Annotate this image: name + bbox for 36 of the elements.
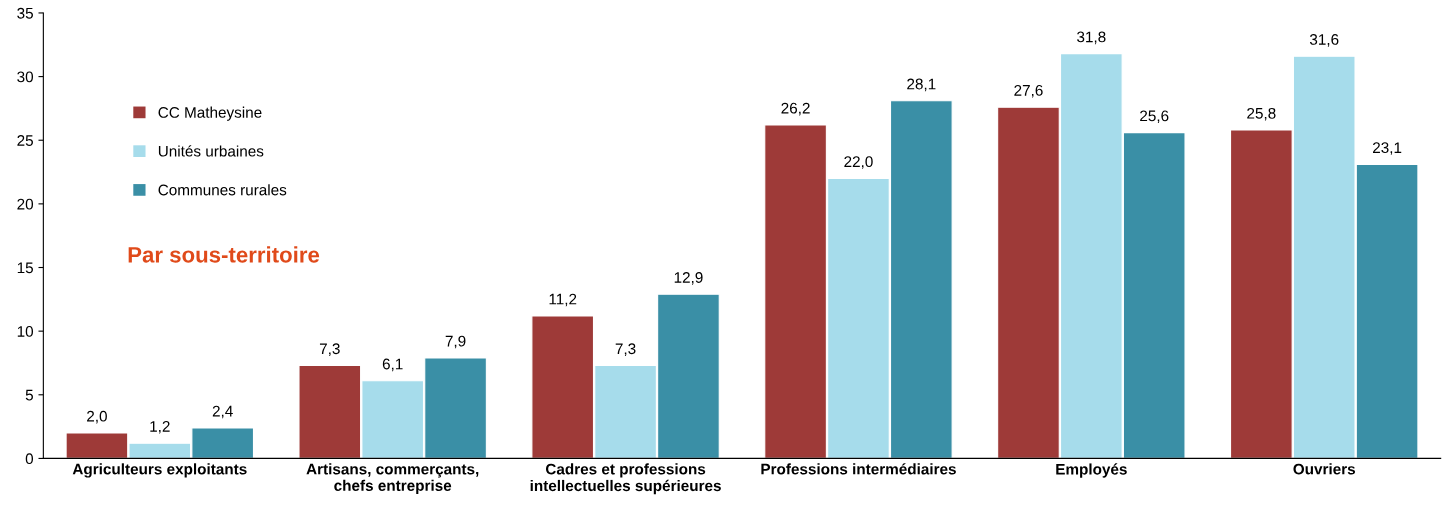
data-label: 23,1: [1373, 142, 1402, 155]
data-label: 7,3: [319, 343, 340, 356]
legend-label: Unités urbaines: [158, 145, 264, 157]
data-label: 26,2: [781, 102, 810, 116]
y-tick-label: 20: [17, 198, 34, 210]
data-label: 1,2: [150, 420, 170, 434]
data-label: 11,2: [549, 293, 577, 307]
data-label: 25,6: [1140, 110, 1169, 124]
data-label: 22,0: [844, 156, 873, 169]
y-tick-label: 25: [17, 135, 33, 146]
data-label: 31,8: [1077, 31, 1106, 45]
x-tick-label: Employés: [1056, 463, 1127, 478]
legend-label: CC Matheysine: [158, 106, 262, 121]
y-tick-label: 15: [17, 262, 33, 274]
data-label: 27,6: [1014, 84, 1043, 98]
data-label: 28,1: [907, 78, 936, 92]
data-label: 6,1: [382, 358, 403, 372]
x-tick-label: Agriculteurs exploitants: [72, 463, 247, 478]
annotation: Par sous-territoire: [128, 246, 320, 263]
data-label: 25,8: [1247, 107, 1276, 121]
y-tick-label: 35: [17, 7, 33, 19]
data-label: 7,3: [615, 343, 636, 356]
y-tick-label: 10: [17, 326, 34, 337]
x-tick-label: Ouvriers: [1293, 463, 1356, 475]
legend-label: Communes rurales: [158, 184, 287, 196]
x-tick-label: Artisans, commerçants, chefs entreprise: [306, 463, 479, 494]
x-tick-label: Professions intermédiaires: [761, 463, 956, 475]
data-label: 2,4: [212, 405, 233, 419]
y-tick-label: 0: [25, 453, 34, 465]
x-tick-label: Cadres et professions intellectuelles supérieures: [530, 463, 721, 495]
data-label: 31,6: [1309, 34, 1339, 47]
data-label: 2,0: [87, 410, 107, 424]
y-tick-label: 30: [17, 71, 34, 83]
data-label: 7,9: [445, 335, 466, 349]
y-tick-label: 5: [25, 389, 33, 401]
data-label: 12,9: [674, 272, 703, 285]
